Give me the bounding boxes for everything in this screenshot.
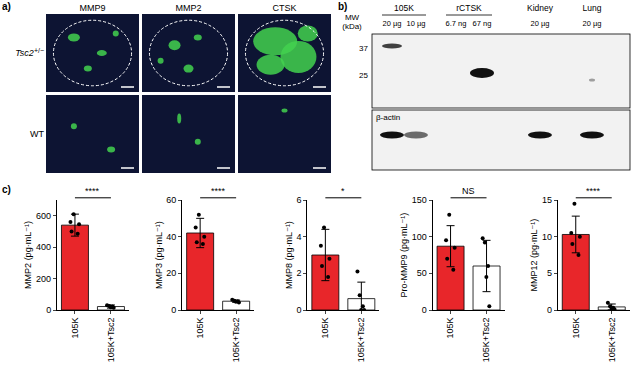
svg-text:WT: WT [30,129,44,139]
svg-text:25: 25 [359,71,368,80]
svg-text:200: 200 [36,274,51,284]
svg-text:Tsc2+/−: Tsc2+/− [15,47,44,59]
svg-text:0: 0 [46,305,51,315]
svg-text:20 µg: 20 µg [531,19,550,28]
svg-text:105K: 105K [320,318,330,339]
svg-text:105K+Tsc2: 105K+Tsc2 [481,318,491,363]
svg-text:50: 50 [417,268,427,278]
svg-text:Pro-MMP9 (pg·mL⁻¹): Pro-MMP9 (pg·mL⁻¹) [399,213,409,298]
svg-text:105K: 105K [195,318,205,339]
svg-text:105K+Tsc2: 105K+Tsc2 [607,318,617,363]
svg-text:600: 600 [36,211,51,221]
svg-text:*: * [341,186,345,196]
svg-text:MMP3 (pg·mL⁻¹): MMP3 (pg·mL⁻¹) [154,221,164,289]
svg-text:105K: 105K [70,318,80,339]
svg-text:CTSK: CTSK [272,3,296,13]
svg-text:5: 5 [547,268,552,278]
svg-text:4: 4 [297,232,302,242]
svg-text:0: 0 [171,305,176,315]
svg-text:10 µg: 10 µg [407,19,426,28]
svg-text:20 µg: 20 µg [583,19,602,28]
svg-text:Kidney: Kidney [527,3,554,13]
svg-text:67 ng: 67 ng [473,19,492,28]
svg-text:MMP2: MMP2 [175,3,201,13]
svg-text:105K+Tsc2: 105K+Tsc2 [231,318,241,363]
svg-text:10: 10 [542,232,552,242]
svg-text:40: 40 [166,232,176,242]
svg-text:15: 15 [542,195,552,205]
svg-text:0: 0 [422,305,427,315]
svg-text:c): c) [2,184,11,195]
svg-text:b): b) [338,1,347,12]
svg-text:37: 37 [359,44,368,53]
svg-text:****: **** [586,186,601,196]
svg-text:2: 2 [297,268,302,278]
svg-text:a): a) [2,1,11,12]
svg-text:MMP12 (pg·mL⁻¹): MMP12 (pg·mL⁻¹) [529,219,539,292]
svg-text:Lung: Lung [583,3,602,13]
svg-text:100: 100 [412,232,427,242]
svg-text:MW: MW [345,13,360,22]
svg-text:20: 20 [166,268,176,278]
svg-text:****: **** [85,186,100,196]
svg-text:6: 6 [297,195,302,205]
svg-text:0: 0 [297,305,302,315]
svg-text:MMP9: MMP9 [79,3,105,13]
svg-text:105K: 105K [394,3,414,13]
svg-text:MMP2 (pg·mL⁻¹): MMP2 (pg·mL⁻¹) [23,221,33,289]
svg-text:105K+Tsc2: 105K+Tsc2 [106,318,116,363]
svg-text:β-actin: β-actin [376,113,400,122]
svg-text:105K: 105K [571,318,581,339]
svg-text:6.7 ng: 6.7 ng [446,19,467,28]
svg-text:0: 0 [547,305,552,315]
svg-text:MMP8 (pg·mL⁻¹): MMP8 (pg·mL⁻¹) [284,221,294,289]
svg-text:(kDa): (kDa) [342,22,362,31]
svg-text:20 µg: 20 µg [383,19,402,28]
svg-text:105K: 105K [445,318,455,339]
svg-text:60: 60 [166,195,176,205]
svg-text:400: 400 [36,242,51,252]
svg-text:105K+Tsc2: 105K+Tsc2 [356,318,366,363]
svg-text:150: 150 [412,195,427,205]
svg-text:NS: NS [462,186,475,196]
svg-text:rCTSK: rCTSK [456,3,482,13]
svg-text:****: **** [211,186,226,196]
